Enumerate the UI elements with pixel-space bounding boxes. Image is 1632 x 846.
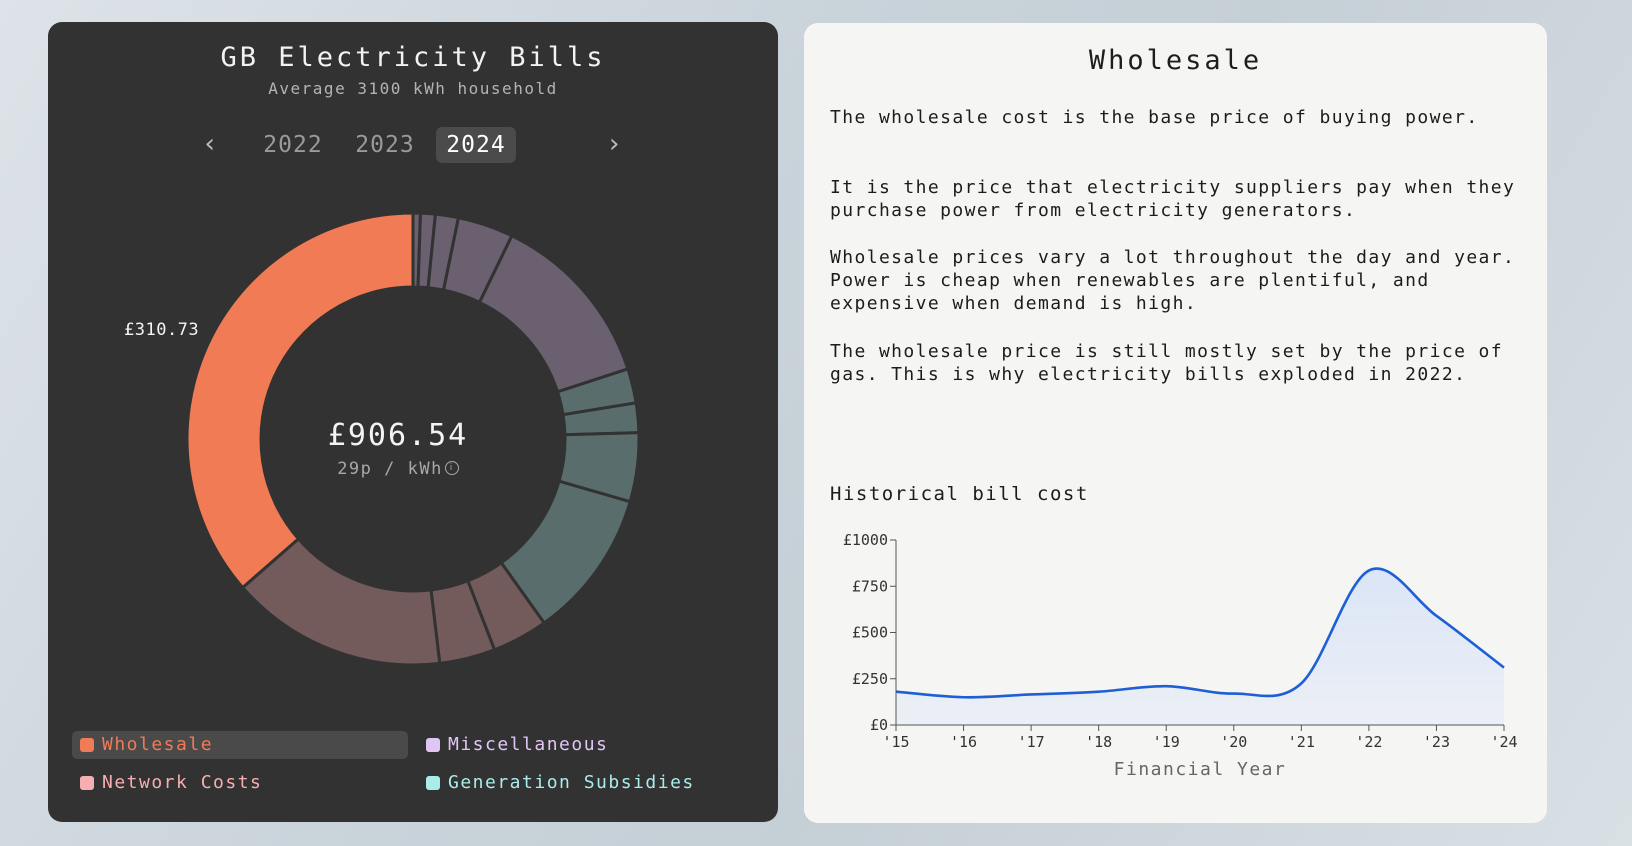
info-paragraph: It is the price that electricity supplie… [830, 177, 1516, 221]
chart-series-line [895, 567, 1505, 699]
legend-label: Miscellaneous [448, 734, 609, 755]
y-tick-label: £250 [852, 670, 888, 688]
info-icon[interactable]: i [444, 461, 459, 475]
y-tick-label: £500 [852, 624, 888, 642]
card-title: GB Electricity Bills [220, 42, 606, 73]
info-paragraph: Wholesale prices vary a lot throughout t… [830, 247, 1516, 314]
donut-segment-wholesale[interactable] [185, 211, 415, 590]
x-tick-label: '24 [1490, 733, 1517, 751]
legend-swatch [426, 738, 440, 752]
bill-breakdown-card: GB Electricity Bills Average 3100 kWh ho… [48, 22, 778, 822]
legend-label: Generation Subsidies [448, 772, 695, 793]
segment-value-label: £310.73 [124, 320, 200, 340]
x-tick-label: '20 [1220, 733, 1247, 751]
x-axis-label: Financial Year [1114, 759, 1287, 780]
x-tick-label: '22 [1355, 733, 1382, 751]
year-selector: ‹ 2022 2023 2024 › [48, 125, 778, 165]
donut-chart [48, 22, 778, 822]
y-tick-label: £0 [870, 716, 888, 734]
legend-item-network-costs[interactable]: Network Costs [72, 769, 408, 797]
x-tick-label: '17 [1018, 733, 1045, 751]
x-tick-label: '23 [1423, 733, 1450, 751]
x-tick-label: '18 [1085, 733, 1112, 751]
info-paragraph: The wholesale price is still mostly set … [830, 341, 1504, 385]
year-tab-2023[interactable]: 2023 [355, 132, 415, 158]
y-tick-label: £750 [852, 577, 888, 595]
history-chart: £0 £250 £500 £750 £1000 '15 '16 '17 '18 '19 '20 '21… [843, 531, 1518, 780]
x-tick-label: '15 [882, 733, 909, 751]
donut-svg [185, 211, 641, 667]
x-tick-label: '21 [1288, 733, 1315, 751]
legend-item-miscellaneous[interactable]: Miscellaneous [418, 731, 748, 759]
legend-swatch [426, 776, 440, 790]
unit-rate-text: 29p / kWh [337, 459, 443, 479]
legend-label: Wholesale [102, 734, 214, 755]
unit-rate: 29p / kWh i [288, 459, 508, 479]
donut-segment-miscellaneous[interactable] [477, 233, 630, 394]
chevron-right-icon[interactable]: › [606, 129, 622, 159]
y-tick-label: £1000 [843, 531, 888, 549]
year-tab-2024[interactable]: 2024 [436, 127, 516, 163]
x-tick-label: '19 [1153, 733, 1180, 751]
legend-item-generation-subsidies[interactable]: Generation Subsidies [418, 769, 748, 797]
year-tab-2022[interactable]: 2022 [263, 132, 323, 158]
chart-title: Historical bill cost [830, 483, 1089, 505]
x-tick-label: '16 [950, 733, 977, 751]
card-subtitle: Average 3100 kWh household [268, 79, 558, 98]
legend-label: Network Costs [102, 772, 263, 793]
info-paragraph: The wholesale cost is the base price of … [830, 107, 1479, 128]
chart-area-fill [896, 568, 1504, 725]
info-title: Wholesale [1088, 45, 1263, 76]
donut-segment-network-costs[interactable] [240, 536, 442, 667]
info-panel: Wholesale The wholesale cost is the base… [804, 23, 1547, 823]
legend-swatch [80, 776, 94, 790]
legend-item-wholesale[interactable]: Wholesale [72, 731, 408, 759]
chevron-left-icon[interactable]: ‹ [202, 129, 218, 159]
bill-total: £906.54 [327, 418, 469, 453]
legend-swatch [80, 738, 94, 752]
